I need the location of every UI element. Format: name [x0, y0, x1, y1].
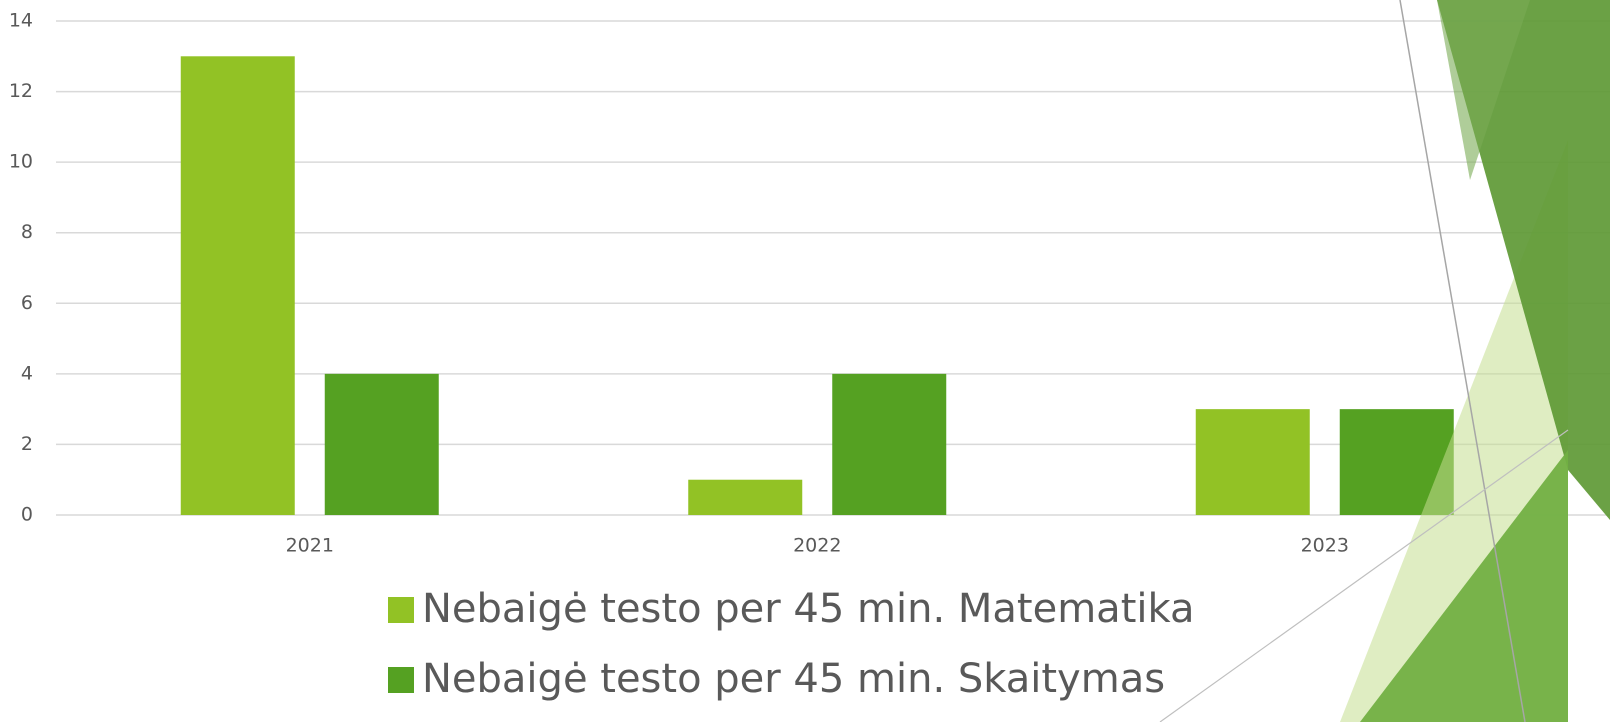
bar: [688, 480, 802, 515]
y-tick-label: 2: [21, 433, 33, 455]
y-tick-label: 0: [21, 504, 33, 526]
bar: [325, 374, 439, 515]
bar: [181, 56, 295, 515]
y-tick-label: 8: [21, 221, 33, 243]
y-tick-label: 4: [21, 362, 33, 384]
x-tick-label: 2021: [286, 535, 334, 557]
x-tick-label: 2023: [1301, 535, 1349, 557]
legend-swatch: [388, 597, 414, 623]
bar: [832, 374, 946, 515]
x-tick-label: 2022: [793, 535, 841, 557]
legend-swatch: [388, 667, 414, 693]
y-tick-label: 10: [9, 151, 33, 173]
y-tick-label: 14: [9, 10, 33, 32]
decoration: [1160, 0, 1610, 722]
y-tick-label: 6: [21, 292, 33, 314]
bar: [1196, 409, 1310, 515]
legend-label: Nebaigė testo per 45 min. Matematika: [422, 586, 1194, 632]
chart: 0 2 4 6 8 10 12 14 2021 2022 2023 Nebaigė testo pe…: [0, 0, 1610, 722]
plot-area: 0 2 4 6 8 10 12 14 2021 2022 2023: [9, 10, 1610, 557]
legend-label: Nebaigė testo per 45 min. Skaitymas: [422, 656, 1165, 702]
y-tick-label: 12: [9, 80, 33, 102]
